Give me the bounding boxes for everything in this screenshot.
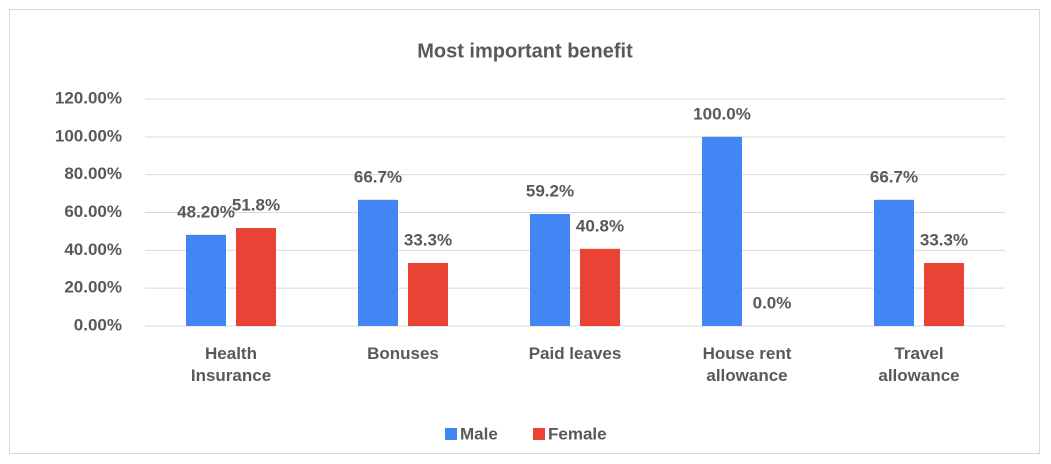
y-tick-label: 0.00% bbox=[74, 315, 122, 334]
bar bbox=[874, 199, 914, 326]
data-label: 100.0% bbox=[693, 104, 751, 123]
x-tick-label: House rent allowance bbox=[702, 344, 792, 385]
x-tick-label: Health Insurance bbox=[190, 344, 272, 385]
bar bbox=[236, 228, 276, 326]
data-label: 51.8% bbox=[232, 195, 280, 214]
data-label: 66.7% bbox=[870, 167, 918, 186]
bar bbox=[580, 248, 620, 326]
bar bbox=[358, 199, 398, 326]
legend-label: Female bbox=[548, 424, 607, 443]
x-tick-label: Paid leaves bbox=[528, 344, 622, 363]
data-label: 33.3% bbox=[404, 230, 452, 249]
bar bbox=[530, 214, 570, 326]
legend-label: Male bbox=[460, 424, 498, 443]
x-tick-label: Bonuses bbox=[367, 344, 439, 363]
y-tick-label: 40.00% bbox=[64, 240, 122, 259]
chart-border bbox=[9, 9, 1040, 454]
y-tick-label: 120.00% bbox=[55, 88, 122, 107]
data-label: 0.0% bbox=[753, 293, 792, 312]
legend-swatch bbox=[533, 428, 545, 440]
data-label: 59.2% bbox=[526, 181, 574, 200]
y-tick-label: 60.00% bbox=[64, 202, 122, 221]
x-tick-label: Travel allowance bbox=[878, 344, 960, 385]
bar bbox=[186, 234, 226, 326]
data-label: 48.20% bbox=[177, 202, 235, 221]
y-tick-label: 100.00% bbox=[55, 126, 122, 145]
y-tick-label: 20.00% bbox=[64, 278, 122, 297]
data-label: 33.3% bbox=[920, 230, 968, 249]
chart-title: Most important benefit bbox=[417, 40, 633, 62]
legend-swatch bbox=[445, 428, 457, 440]
y-tick-label: 80.00% bbox=[64, 164, 122, 183]
bar bbox=[924, 263, 964, 326]
data-label: 40.8% bbox=[576, 216, 624, 235]
data-label: 66.7% bbox=[354, 167, 402, 186]
bar bbox=[702, 136, 742, 326]
bar bbox=[408, 263, 448, 326]
